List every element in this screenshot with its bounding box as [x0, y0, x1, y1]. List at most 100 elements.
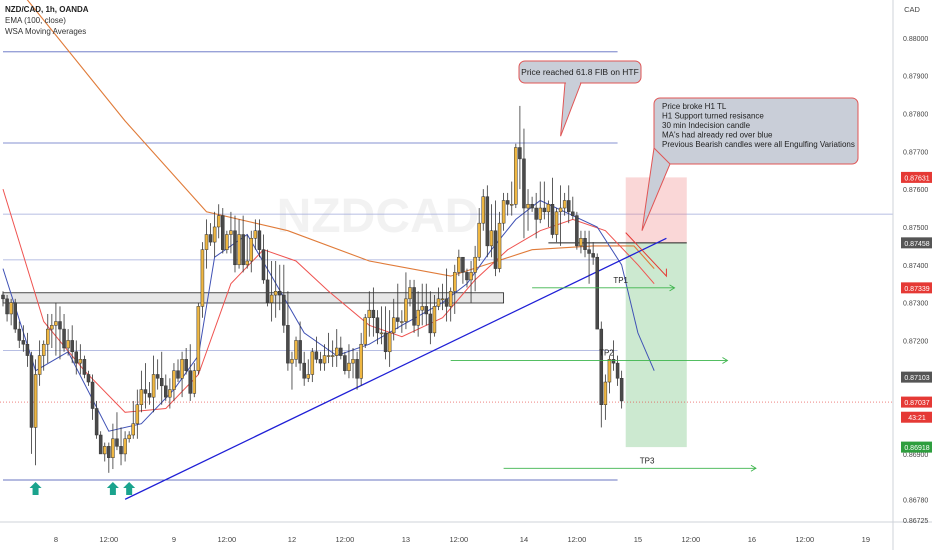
- candle-body-142: [579, 238, 583, 247]
- candle-body-0: [1, 294, 5, 300]
- candle-body-86: [351, 359, 355, 364]
- candle-body-141: [575, 215, 579, 247]
- y-tick-label-11: 0.86900: [903, 452, 928, 459]
- y-tick-label-5: 0.87500: [903, 225, 928, 232]
- candle-body-8: [33, 374, 38, 428]
- candle-body-89: [363, 317, 367, 345]
- candle-body-16: [66, 340, 70, 349]
- candle-body-69: [282, 294, 286, 326]
- candle-body-20: [82, 359, 87, 375]
- candle-body-53: [216, 215, 221, 228]
- candle-body-25: [103, 446, 107, 455]
- candle-body-124: [505, 200, 510, 205]
- ema-100-line: [26, 0, 655, 277]
- tp-arrowhead-0: [669, 284, 676, 292]
- price-badge-1: [901, 237, 932, 249]
- candle-body-7: [29, 355, 34, 428]
- candle-body-62: [253, 230, 258, 239]
- candle-body-57: [233, 230, 237, 266]
- buy-arrow-0: [29, 482, 42, 495]
- callout-break-line-0: Price broke H1 TL: [662, 102, 727, 111]
- x-tick-label-12: 16: [748, 535, 756, 544]
- candle-body-36: [147, 393, 152, 398]
- candle-body-108: [440, 298, 445, 301]
- candle-body-12: [50, 325, 54, 330]
- candle-body-29: [119, 446, 123, 455]
- price-badge-label-5: 43:21: [908, 415, 926, 422]
- candle-body-55: [225, 234, 229, 250]
- candle-body-94: [383, 332, 388, 353]
- candle-body-122: [497, 222, 502, 269]
- candle-body-50: [204, 234, 209, 250]
- candle-body-121: [493, 230, 498, 269]
- candle-body-126: [514, 147, 518, 205]
- price-badge-5: [901, 411, 932, 423]
- candle-body-100: [408, 287, 412, 300]
- candle-body-150: [611, 359, 616, 364]
- candle-body-44: [180, 359, 184, 379]
- candle-body-83: [339, 347, 343, 356]
- candle-body-23: [94, 408, 99, 436]
- candle-body-116: [473, 256, 477, 273]
- symbol-title[interactable]: NZD/CAD, 1h, OANDA: [5, 5, 89, 14]
- candle-body-84: [343, 355, 347, 371]
- candle-body-27: [111, 438, 115, 458]
- callout-break-box: [653, 97, 859, 165]
- price-badge-label-6: 0.86918: [904, 445, 929, 452]
- candle-body-22: [90, 381, 95, 409]
- price-axis-panel: [893, 0, 932, 550]
- price-badge-label-0: 0.87631: [904, 175, 929, 182]
- candle-body-43: [176, 370, 180, 379]
- candle-body-148: [603, 381, 608, 405]
- candle-body-118: [481, 196, 486, 224]
- y-tick-label-8: 0.87200: [903, 338, 928, 345]
- candle-body-110: [448, 291, 453, 307]
- candle-body-47: [192, 370, 197, 394]
- y-tick-label-6: 0.87400: [903, 263, 928, 270]
- price-badge-label-4: 0.87037: [904, 400, 929, 407]
- candle-body-147: [599, 328, 604, 405]
- candle-body-51: [208, 234, 213, 243]
- candle-body-133: [542, 207, 547, 213]
- candle-body-140: [571, 211, 575, 216]
- candle-body-111: [453, 272, 457, 292]
- wsa-legend[interactable]: WSA Moving Averages: [5, 27, 87, 36]
- candle-body-19: [78, 359, 83, 364]
- candle-body-128: [522, 158, 526, 209]
- candle-body-119: [485, 196, 490, 247]
- x-tick-label-9: 12:00: [567, 535, 586, 544]
- candle-body-113: [461, 256, 465, 273]
- candle-body-136: [554, 211, 559, 235]
- candle-body-130: [530, 204, 534, 209]
- candle-body-144: [587, 249, 591, 254]
- candle-body-49: [200, 249, 205, 307]
- candle-body-65: [265, 279, 270, 303]
- ema-legend[interactable]: EMA (100, close): [5, 16, 66, 25]
- candle-body-134: [546, 204, 551, 213]
- x-tick-label-4: 12: [288, 535, 296, 544]
- candle-body-77: [314, 351, 319, 360]
- candle-body-61: [249, 238, 254, 262]
- candle-body-40: [164, 385, 168, 398]
- candle-body-109: [444, 298, 449, 307]
- candle-body-112: [457, 256, 461, 273]
- candle-body-13: [54, 321, 58, 326]
- candle-body-88: [359, 343, 363, 379]
- candle-body-17: [70, 340, 74, 353]
- wsa-slow-line: [2, 188, 655, 413]
- x-tick-label-13: 12:00: [795, 535, 814, 544]
- candle-body-38: [155, 374, 160, 379]
- candle-body-79: [322, 355, 327, 364]
- candle-body-115: [469, 272, 473, 281]
- price-badge-label-2: 0.87339: [904, 286, 929, 293]
- price-badge-2: [901, 282, 932, 294]
- candle-body-102: [416, 309, 420, 326]
- trendline: [124, 237, 667, 500]
- candle-body-80: [326, 355, 331, 357]
- candle-body-32: [131, 423, 135, 436]
- x-tick-label-5: 12:00: [335, 535, 354, 544]
- callout-break-line-4: Previous Bearish candles were all Engulf…: [662, 140, 855, 149]
- y-tick-label-0: 0.88000: [903, 36, 928, 43]
